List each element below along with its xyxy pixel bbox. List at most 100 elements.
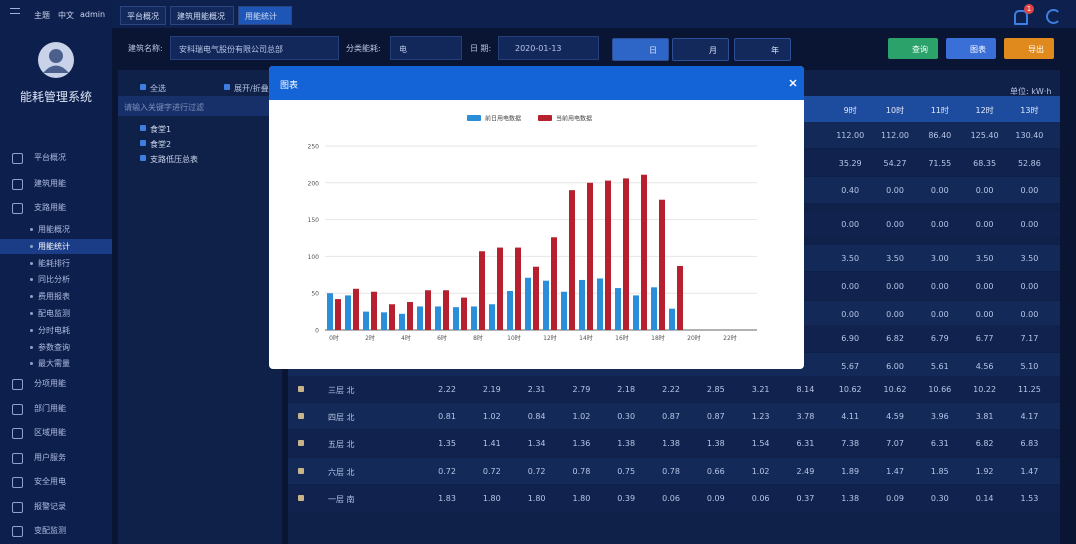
expand-toggle[interactable]: 展开/折叠 [234,84,269,93]
checkbox[interactable] [140,125,146,131]
checkbox[interactable] [298,467,304,474]
period-button[interactable]: 年 [734,38,791,61]
cell: 11.25 [1017,385,1041,394]
menu-dot [30,295,33,299]
cell: 10.22 [973,385,997,394]
action-button[interactable]: 图表 [946,38,996,59]
bar [443,290,449,330]
checkbox[interactable] [298,440,304,447]
cell: 0.00 [975,220,994,229]
menu-item[interactable]: 报警记录 [34,501,66,511]
checkbox[interactable] [298,413,304,420]
cell: 52.86 [1017,159,1041,168]
menu-item[interactable]: 安全用电 [34,477,66,486]
bar [569,190,575,330]
cell: 6.90 [841,334,860,343]
tab[interactable]: 平台概况 [120,6,166,25]
bar [435,306,441,330]
notification-badge: 1 [1024,4,1034,14]
modal-close[interactable] [789,79,797,87]
avatar [38,42,74,78]
cell: 0.09 [886,493,904,503]
period-button[interactable]: 月 [672,38,729,61]
theme-switch[interactable]: 主题 [34,11,50,20]
submenu-item[interactable]: 用能统计 [38,241,70,251]
menu-item[interactable]: 建筑用能 [34,179,66,188]
checkbox[interactable] [224,84,230,90]
action-button[interactable]: 导出 [1004,38,1054,59]
menu-item[interactable]: 部门用能 [34,403,66,413]
category-select[interactable]: 电 [390,36,462,60]
bar [525,277,531,330]
checkbox[interactable] [140,155,146,161]
cell: 3.50 [841,254,860,263]
x-tick-label: 6时 [437,334,447,342]
cell: 0.00 [841,220,860,229]
bar [389,304,395,330]
tree-node[interactable]: 支路低压总表 [150,155,198,164]
cell: 0.72 [482,466,501,476]
cell: 1.38 [706,439,725,449]
category-value: 电 [399,45,407,54]
cell: 1.02 [572,412,591,422]
user-menu[interactable]: admin [80,10,106,19]
cell: 0.00 [975,310,994,319]
period-button[interactable]: 日 [612,38,669,61]
bar [659,199,665,330]
submenu-item[interactable]: 同比分析 [38,275,70,285]
cell: 130.40 [1015,131,1044,140]
chart-modal: 图表 0 50 100 150 200 250 前日用电数据 当前用电数据 0时 2时 4时 6时 8时… [269,66,804,369]
cell: 86.40 [928,131,952,140]
building-select[interactable]: 安科瑞电气股份有限公司总部 [170,36,339,60]
tab[interactable]: 用能统计 [238,6,292,25]
checkbox[interactable] [298,494,304,501]
tree-node[interactable]: 食堂1 [150,125,172,134]
cell: 5.10 [1020,362,1039,371]
submenu-item[interactable]: 配电监测 [38,309,70,318]
bar [399,313,405,330]
cell: 0.00 [886,282,904,291]
cell: 0.00 [975,186,994,195]
cell: 0.87 [662,412,680,422]
menu-item[interactable]: 平台概况 [34,153,66,162]
cell: 1.89 [841,466,860,476]
cell: 4.17 [1020,412,1039,422]
cell: 10.62 [883,385,907,394]
cell: 0.72 [438,466,456,476]
cell: 0.75 [617,466,636,476]
submenu-item[interactable]: 能耗排行 [38,258,70,268]
bar [605,180,611,330]
menu-toggle[interactable] [10,8,20,14]
cell: 0.00 [930,310,949,319]
tree-node[interactable]: 食堂2 [150,140,172,149]
menu-item[interactable]: 支路用能 [34,203,66,212]
search-input[interactable]: 请输入关键字进行过滤 [118,96,282,116]
menu-item[interactable]: 分项用能 [34,379,66,388]
submenu-item[interactable]: 最大需量 [38,359,70,369]
submenu-item[interactable]: 用能概况 [38,225,70,234]
lang-switch[interactable]: 中文 [58,11,74,20]
cell: 0.87 [706,412,725,422]
select-all[interactable]: 全选 [150,84,166,93]
refresh-icon[interactable] [1046,9,1061,24]
submenu-item[interactable]: 分时电耗 [38,325,70,335]
cell: 0.30 [617,412,636,422]
cell: 35.29 [838,159,862,168]
checkbox[interactable] [140,140,146,146]
cell: 0.37 [796,493,815,503]
menu-item[interactable]: 区域用能 [34,428,66,437]
menu-item[interactable]: 用户服务 [34,452,66,462]
submenu-item[interactable]: 参数查询 [38,342,70,352]
checkbox[interactable] [140,84,146,90]
cell: 112.00 [881,131,909,140]
x-tick-label: 22时 [723,334,737,342]
submenu-item[interactable]: 费用报表 [38,292,70,302]
action-button[interactable]: 查询 [888,38,938,59]
bell-icon[interactable] [1014,10,1028,25]
bar [651,287,657,330]
menu-item[interactable]: 变配监测 [34,526,66,535]
date-input[interactable]: 2020-01-13 [498,36,599,60]
tab[interactable]: 建筑用能概况 [170,6,234,25]
checkbox[interactable] [298,386,304,392]
